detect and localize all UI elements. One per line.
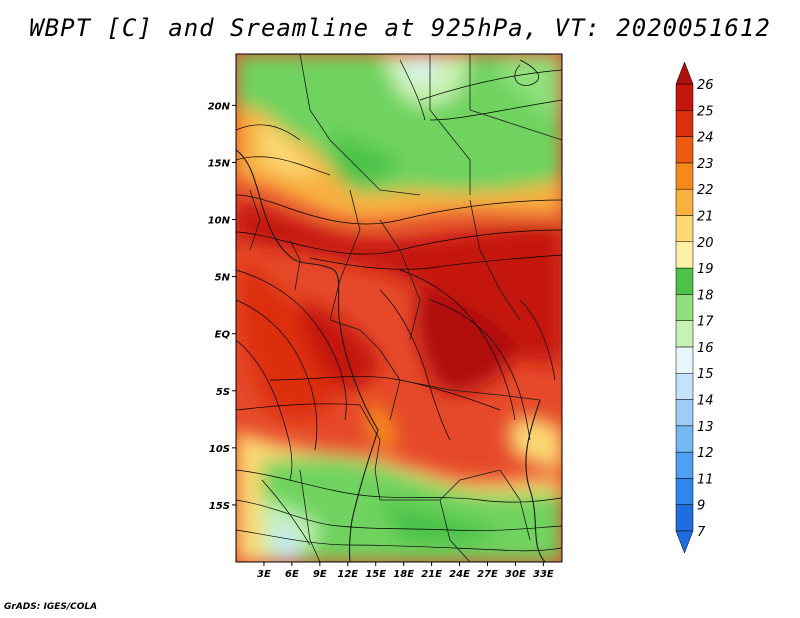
lon-tick-label: 9E	[313, 569, 327, 580]
lon-tick-label: 21E	[421, 569, 442, 580]
lon-tick-label: 30E	[505, 569, 526, 580]
grads-credit: GrADS: IGES/COLA	[4, 602, 98, 612]
lon-tick-label: 6E	[285, 569, 299, 580]
colorbar-label: 19	[697, 262, 714, 277]
colorbar-label: 23	[697, 157, 714, 172]
colorbar-label: 21	[697, 209, 714, 224]
colorbar-label: 18	[697, 288, 714, 303]
lon-tick-label: 18E	[393, 569, 414, 580]
lat-tick-label: 20N	[208, 101, 231, 112]
lat-tick-label: 5N	[215, 273, 231, 284]
colorbar-segment	[675, 267, 694, 295]
lat-tick-label: 15S	[209, 501, 230, 512]
streamlines	[236, 59, 562, 552]
lon-tick-label: 33E	[533, 569, 554, 580]
lat-tick-label: EQ	[215, 330, 231, 341]
lon-tick-label: 3E	[257, 569, 271, 580]
lon-tick-label: 15E	[365, 569, 386, 580]
colorbar-segment	[675, 162, 694, 190]
colorbar-segment	[675, 372, 694, 400]
colorbar-segment	[675, 399, 694, 427]
colorbar-segment	[675, 294, 694, 321]
colorbar-segment	[675, 188, 694, 216]
country-borders	[249, 54, 562, 562]
colorbar-label: 24	[697, 131, 714, 146]
wbpt-shading	[236, 54, 562, 562]
colorbar-segment	[675, 83, 694, 111]
colorbar-label: 20	[697, 236, 714, 251]
colorbar-label: 26	[697, 78, 714, 93]
lat-tick-label: 10N	[208, 216, 231, 227]
latitude-axis: 20N 15N 10N 5N EQ 5S 10S 15S	[208, 101, 236, 512]
colorbar-segment	[675, 136, 694, 164]
colorbar-segment	[675, 320, 694, 348]
colorbar-label: 15	[697, 367, 714, 382]
colorbar-label: 17	[697, 315, 714, 330]
colorbar-label: 14	[697, 394, 714, 409]
lat-tick-label: 5S	[216, 387, 230, 398]
longitude-axis: 3E 6E 9E 12E 15E 18E 21E 24E 27E 30E 33E	[257, 562, 554, 580]
colorbar-label: 11	[697, 472, 714, 487]
colorbar-label: 7	[697, 525, 706, 540]
colorbar-label: 22	[697, 183, 714, 198]
colorbar-segment	[675, 215, 694, 243]
lat-tick-label: 15N	[208, 158, 231, 169]
colorbar-label: 13	[697, 420, 714, 435]
colorbar-segment	[675, 346, 694, 374]
colorbar-label: 25	[697, 104, 714, 119]
map-title: WBPT [C] and Sreamline at 925hPa, VT: 20…	[29, 14, 771, 42]
colorbar: 7 9 11 12 13 14 15 16 17 18 19 20 21 22 23 24 25 26	[675, 61, 714, 554]
colorbar-segment	[675, 478, 694, 505]
colorbar-max-arrow	[675, 61, 694, 85]
plot-frame	[235, 53, 563, 563]
colorbar-segment	[675, 241, 694, 269]
lat-tick-label: 10S	[209, 444, 230, 455]
colorbar-segment	[675, 451, 694, 479]
colorbar-segment	[675, 425, 694, 453]
colorbar-segment	[675, 110, 694, 137]
colorbar-min-arrow	[675, 530, 694, 554]
colorbar-label: 12	[697, 446, 714, 461]
colorbar-segment	[675, 504, 694, 532]
coastline	[236, 149, 546, 562]
lon-tick-label: 12E	[337, 569, 358, 580]
colorbar-label: 16	[697, 341, 714, 356]
lon-tick-label: 24E	[449, 569, 470, 580]
colorbar-label: 9	[697, 499, 705, 514]
lon-tick-label: 27E	[477, 569, 498, 580]
